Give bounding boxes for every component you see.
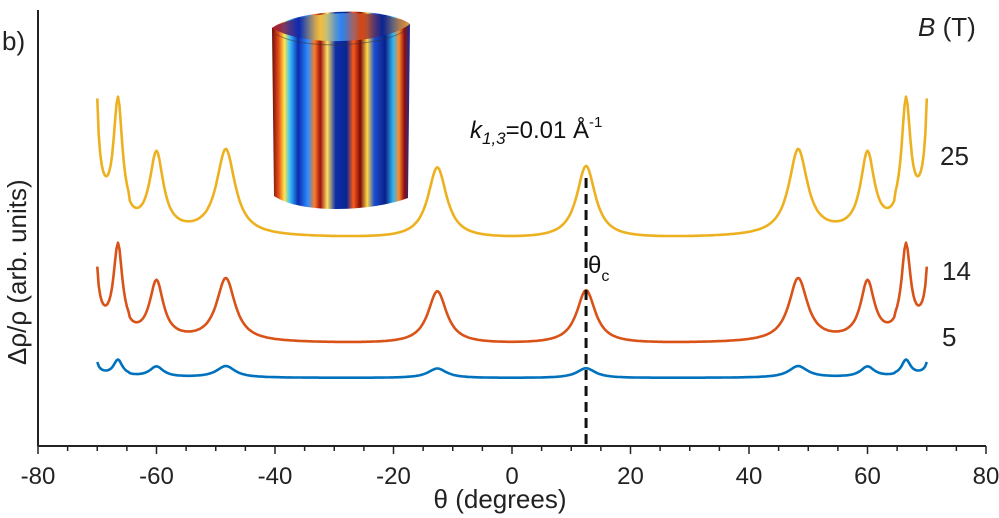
x-tick-label: 20 <box>617 463 644 490</box>
series-line-14 <box>96 241 929 344</box>
y-axis-title: Δρ/ρ (arb. units) <box>2 179 32 365</box>
theta-c-annotation: θc <box>588 252 609 285</box>
k-annotation: k1,3=0.01 Å-1 <box>470 114 602 148</box>
x-tick-label: 80 <box>973 463 999 490</box>
fermi-surface-inset <box>272 11 410 210</box>
x-ticks <box>37 446 987 454</box>
x-axis-title: θ (degrees) <box>434 484 567 514</box>
legend-title: B (T) <box>918 12 976 42</box>
x-tick-label: 40 <box>736 463 763 490</box>
series-label-5: 5 <box>942 322 956 352</box>
x-tick-label: -60 <box>139 463 174 490</box>
x-tick-label: -20 <box>376 463 411 490</box>
series-line-25 <box>96 95 929 238</box>
series-label-14: 14 <box>942 256 971 286</box>
series-group <box>96 95 929 379</box>
x-tick-label: 60 <box>854 463 881 490</box>
x-tick-label: 0 <box>505 463 518 490</box>
series-label-25: 25 <box>940 141 969 171</box>
x-tick-labels: -80 -60 -40 -20 0 20 40 60 80 <box>21 463 999 490</box>
series-line-5 <box>96 358 929 379</box>
x-tick-label: -80 <box>21 463 56 490</box>
x-tick-label: -40 <box>258 463 293 490</box>
panel-label: b) <box>2 26 25 56</box>
